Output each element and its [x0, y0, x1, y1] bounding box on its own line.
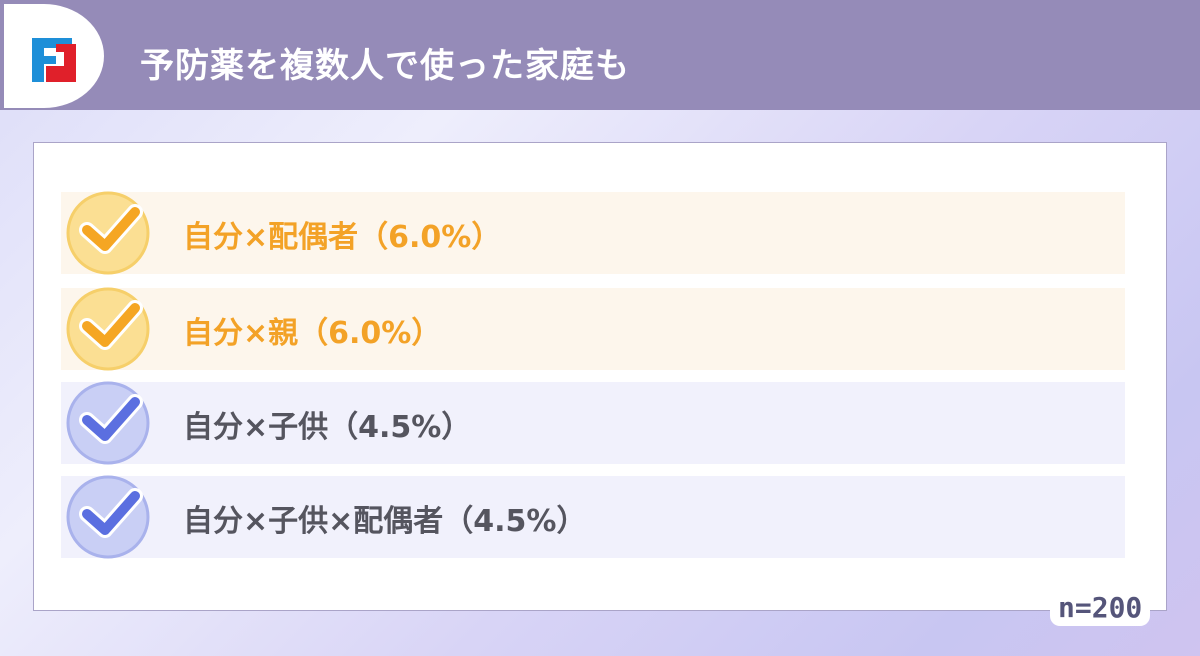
item-label: 自分×配偶者（6.0%）	[183, 220, 502, 255]
item-label: 自分×子供×配偶者（4.5%）	[183, 504, 587, 539]
page-title: 予防薬を複数人で使った家庭も	[140, 46, 630, 86]
header-bar: 予防薬を複数人で使った家庭も	[0, 0, 1200, 110]
brand-logo-icon	[32, 38, 76, 82]
list-item: 自分×配偶者（6.0%）	[61, 191, 1125, 275]
item-label: 自分×子供（4.5%）	[183, 410, 472, 445]
content-panel: 自分×配偶者（6.0%） 自分×親（6.0%） 自分×子供（4.5%） 自分×子…	[33, 142, 1167, 611]
check-icon	[66, 191, 150, 275]
check-icon	[66, 381, 150, 465]
sample-size: n=200	[1050, 590, 1151, 626]
list-item: 自分×子供×配偶者（4.5%）	[61, 475, 1125, 559]
logo	[4, 4, 104, 108]
check-icon	[66, 475, 150, 559]
list-item: 自分×子供（4.5%）	[61, 381, 1125, 465]
list-item: 自分×親（6.0%）	[61, 287, 1125, 371]
item-label: 自分×親（6.0%）	[183, 316, 442, 351]
check-icon	[66, 287, 150, 371]
